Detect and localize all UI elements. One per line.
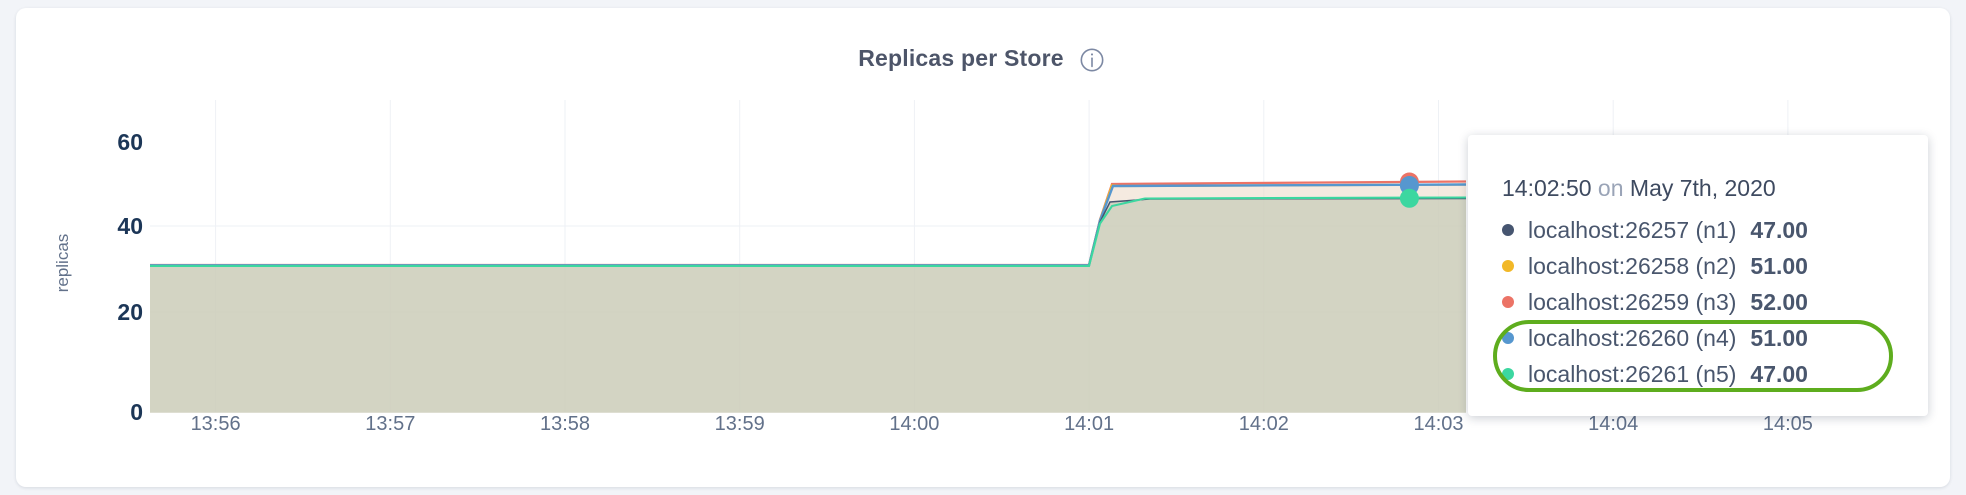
svg-text:13:56: 13:56 (191, 413, 241, 435)
svg-text:13:58: 13:58 (540, 413, 590, 435)
svg-text:13:57: 13:57 (365, 413, 415, 435)
svg-text:14:05: 14:05 (1763, 413, 1813, 435)
svg-text:13:59: 13:59 (715, 413, 765, 435)
svg-text:14:01: 14:01 (1064, 413, 1114, 435)
svg-text:14:00: 14:00 (889, 413, 939, 435)
svg-text:60: 60 (117, 129, 143, 155)
svg-text:0: 0 (130, 399, 143, 425)
svg-text:14:02: 14:02 (1239, 413, 1289, 435)
svg-text:14:04: 14:04 (1588, 413, 1638, 435)
svg-text:replicas: replicas (53, 234, 72, 293)
svg-text:40: 40 (117, 213, 143, 239)
svg-text:20: 20 (117, 299, 143, 325)
svg-text:14:03: 14:03 (1413, 413, 1463, 435)
